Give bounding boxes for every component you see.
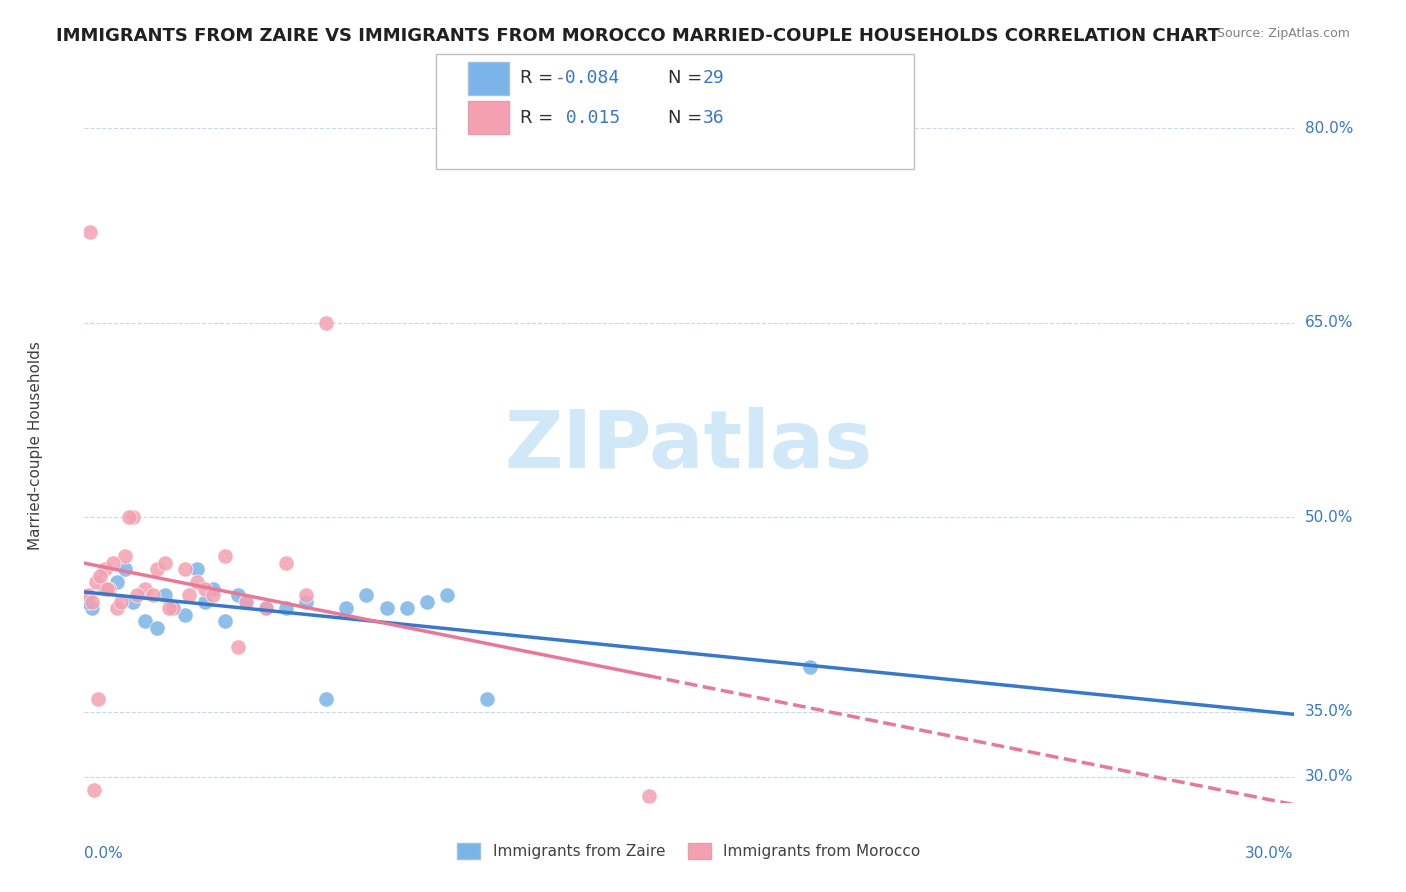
Point [96,582,118,596]
Text: 80.0%: 80.0% [1305,120,1353,136]
Point [105,575,128,590]
Text: Source: ZipAtlas.com: Source: ZipAtlas.com [1216,27,1350,40]
Point [295,595,318,609]
Text: R =: R = [520,109,560,127]
Text: 0.015: 0.015 [555,109,620,127]
Text: 36: 36 [703,109,724,127]
Point [86,575,108,590]
Point [235,595,257,609]
Point [375,601,398,615]
Point [142,588,165,602]
Point [274,601,297,615]
Point [125,588,148,602]
Point [416,595,439,609]
Text: Married-couple Households: Married-couple Households [28,342,44,550]
Point [214,549,236,564]
Point [335,601,357,615]
Point [274,556,297,570]
Point [162,601,184,615]
Text: R =: R = [520,70,560,87]
Point [134,614,156,628]
Point [174,562,197,576]
Point [146,621,169,635]
Text: N =: N = [668,70,707,87]
Point [121,510,143,524]
Point [146,562,169,576]
Text: -0.084: -0.084 [555,70,620,87]
Text: ZIPatlas: ZIPatlas [505,407,873,485]
Point [162,601,184,615]
Point [235,595,257,609]
Point [121,595,143,609]
Text: IMMIGRANTS FROM ZAIRE VS IMMIGRANTS FROM MOROCCO MARRIED-COUPLE HOUSEHOLDS CORRE: IMMIGRANTS FROM ZAIRE VS IMMIGRANTS FROM… [56,27,1220,45]
Point [254,601,277,615]
Point [226,640,249,654]
Point [194,595,217,609]
Point [179,588,201,602]
Point [82,595,104,609]
Point [186,562,208,576]
Text: 65.0%: 65.0% [1305,315,1353,330]
Point [395,601,418,615]
Point [194,582,217,596]
Point [87,692,110,706]
Point [83,782,105,797]
Point [89,568,111,582]
Point [214,614,236,628]
Point [637,789,659,804]
Point [114,562,136,576]
Point [153,556,176,570]
Point [174,607,197,622]
Text: 50.0%: 50.0% [1305,510,1353,524]
Point [295,588,318,602]
Point [79,225,101,239]
Point [157,601,180,615]
Text: 35.0%: 35.0% [1305,705,1353,720]
Point [202,582,225,596]
Point [134,582,156,596]
Point [356,588,378,602]
Text: 0.0%: 0.0% [84,846,124,861]
Point [226,588,249,602]
Point [105,601,128,615]
Point [315,316,337,330]
Point [254,601,277,615]
Text: 30.0%: 30.0% [1246,846,1294,861]
Point [82,601,104,615]
Point [93,582,115,596]
Point [77,588,100,602]
Point [97,582,120,596]
Point [101,556,124,570]
Point [77,595,100,609]
Point [118,510,141,524]
Point [477,692,499,706]
Point [315,692,337,706]
Text: 29: 29 [703,70,724,87]
Point [110,595,132,609]
Point [202,588,225,602]
Point [799,659,821,673]
Text: N =: N = [668,109,707,127]
Text: 30.0%: 30.0% [1305,770,1353,784]
Point [114,549,136,564]
Legend: Immigrants from Zaire, Immigrants from Morocco: Immigrants from Zaire, Immigrants from M… [457,844,921,859]
Point [93,562,115,576]
Point [186,575,208,590]
Point [153,588,176,602]
Point [436,588,458,602]
